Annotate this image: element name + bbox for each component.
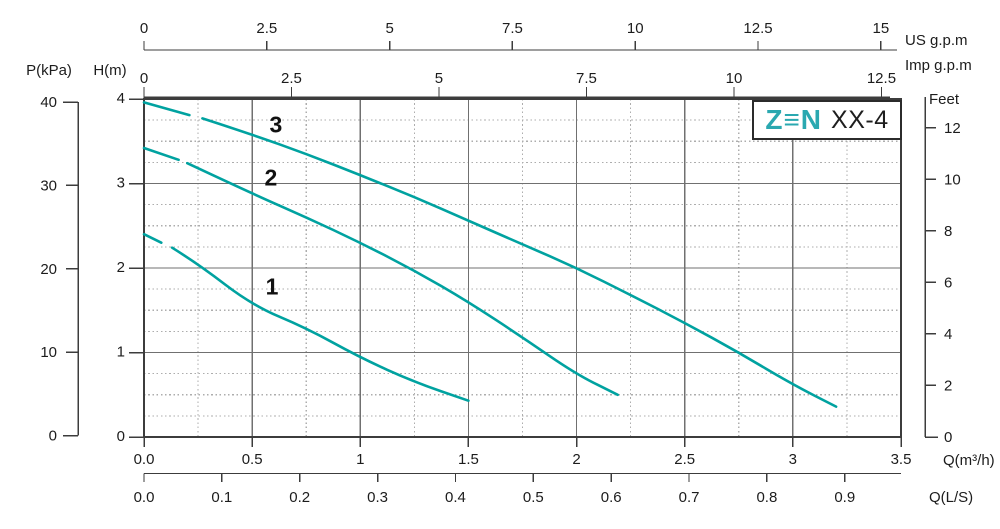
svg-text:0.8: 0.8 — [756, 489, 777, 506]
axis-title-h-m: H(m) — [93, 62, 127, 79]
svg-text:2: 2 — [944, 377, 952, 394]
curves: 3 2 1 — [142, 101, 838, 408]
svg-text:2.5: 2.5 — [256, 20, 277, 37]
svg-text:10: 10 — [40, 344, 57, 361]
svg-text:7.5: 7.5 — [502, 20, 523, 37]
brand-name: Z≡N — [765, 104, 823, 135]
svg-text:12.5: 12.5 — [867, 70, 896, 87]
axis-title-us-gpm: US g.p.m — [905, 32, 968, 49]
curve-2 — [142, 146, 180, 162]
axis-title-feet: Feet — [929, 91, 960, 108]
curve-label-1: 1 — [266, 274, 279, 300]
svg-text:3: 3 — [789, 451, 797, 468]
curve-label-3: 3 — [270, 111, 283, 137]
svg-text:1.5: 1.5 — [458, 451, 479, 468]
svg-text:0: 0 — [944, 429, 952, 446]
svg-text:10: 10 — [627, 20, 644, 37]
axis-q-m3h: 0.0 0.5 1 1.5 2 2.5 3 3.5 — [134, 437, 912, 468]
svg-text:8: 8 — [944, 223, 952, 240]
svg-text:20: 20 — [40, 261, 57, 278]
curve-2 — [186, 161, 619, 397]
curve-label-2: 2 — [265, 165, 278, 191]
axis-title-p-kpa: P(kPa) — [26, 62, 72, 79]
curve-3 — [142, 101, 191, 117]
curve-1 — [170, 246, 470, 402]
svg-text:0.9: 0.9 — [834, 489, 855, 506]
svg-text:0: 0 — [49, 428, 57, 445]
svg-text:3: 3 — [117, 175, 125, 192]
svg-text:3.5: 3.5 — [891, 451, 912, 468]
svg-text:5: 5 — [435, 70, 443, 87]
svg-text:2: 2 — [572, 451, 580, 468]
svg-text:0.7: 0.7 — [679, 489, 700, 506]
svg-text:1: 1 — [356, 451, 364, 468]
axis-title-imp-gpm: Imp g.p.m — [905, 57, 972, 74]
svg-text:2: 2 — [117, 259, 125, 276]
svg-text:0.5: 0.5 — [242, 451, 263, 468]
axis-h-m: 4 3 2 1 0 — [117, 90, 144, 445]
svg-text:6: 6 — [944, 274, 952, 291]
model-number: XX-4 — [831, 105, 889, 134]
svg-text:2.5: 2.5 — [281, 70, 302, 87]
svg-text:15: 15 — [872, 20, 889, 37]
svg-text:12: 12 — [944, 120, 961, 137]
svg-text:1: 1 — [117, 344, 125, 361]
svg-text:12.5: 12.5 — [743, 20, 772, 37]
axis-p-kpa: 40 30 20 10 0 — [40, 94, 79, 445]
svg-text:0: 0 — [140, 20, 148, 37]
svg-text:0.3: 0.3 — [367, 489, 388, 506]
svg-text:0.4: 0.4 — [445, 489, 466, 506]
axis-imp-gpm: 0 2.5 5 7.5 10 12.5 — [140, 70, 896, 99]
svg-text:0.1: 0.1 — [211, 489, 232, 506]
axis-title-q-ls: Q(L/S) — [929, 489, 974, 506]
curve-3 — [201, 117, 838, 408]
axis-us-gpm: 0 2.5 5 7.5 10 12.5 15 — [140, 20, 897, 51]
svg-text:30: 30 — [40, 177, 57, 194]
axis-feet: 12 10 8 6 4 2 0 — [924, 97, 961, 446]
curve-1 — [142, 232, 163, 244]
svg-text:0.2: 0.2 — [289, 489, 310, 506]
svg-text:5: 5 — [385, 20, 393, 37]
svg-text:0.0: 0.0 — [134, 489, 155, 506]
svg-text:7.5: 7.5 — [576, 70, 597, 87]
svg-text:0.5: 0.5 — [523, 489, 544, 506]
svg-text:0: 0 — [117, 428, 125, 445]
svg-text:2.5: 2.5 — [674, 451, 695, 468]
svg-text:0.0: 0.0 — [134, 451, 155, 468]
svg-text:10: 10 — [726, 70, 743, 87]
svg-text:4: 4 — [117, 90, 125, 107]
axis-q-ls: 0.0 0.1 0.2 0.3 0.4 0.5 0.6 0.7 0.8 0.9 — [134, 472, 901, 506]
brand-logo: Z≡N XX-4 — [752, 100, 902, 140]
axis-title-q-m3h: Q(m³/h) — [943, 452, 995, 469]
svg-text:10: 10 — [944, 171, 961, 188]
svg-text:0.6: 0.6 — [601, 489, 622, 506]
svg-text:40: 40 — [40, 94, 57, 111]
svg-text:0: 0 — [140, 70, 148, 87]
svg-text:4: 4 — [944, 326, 952, 343]
